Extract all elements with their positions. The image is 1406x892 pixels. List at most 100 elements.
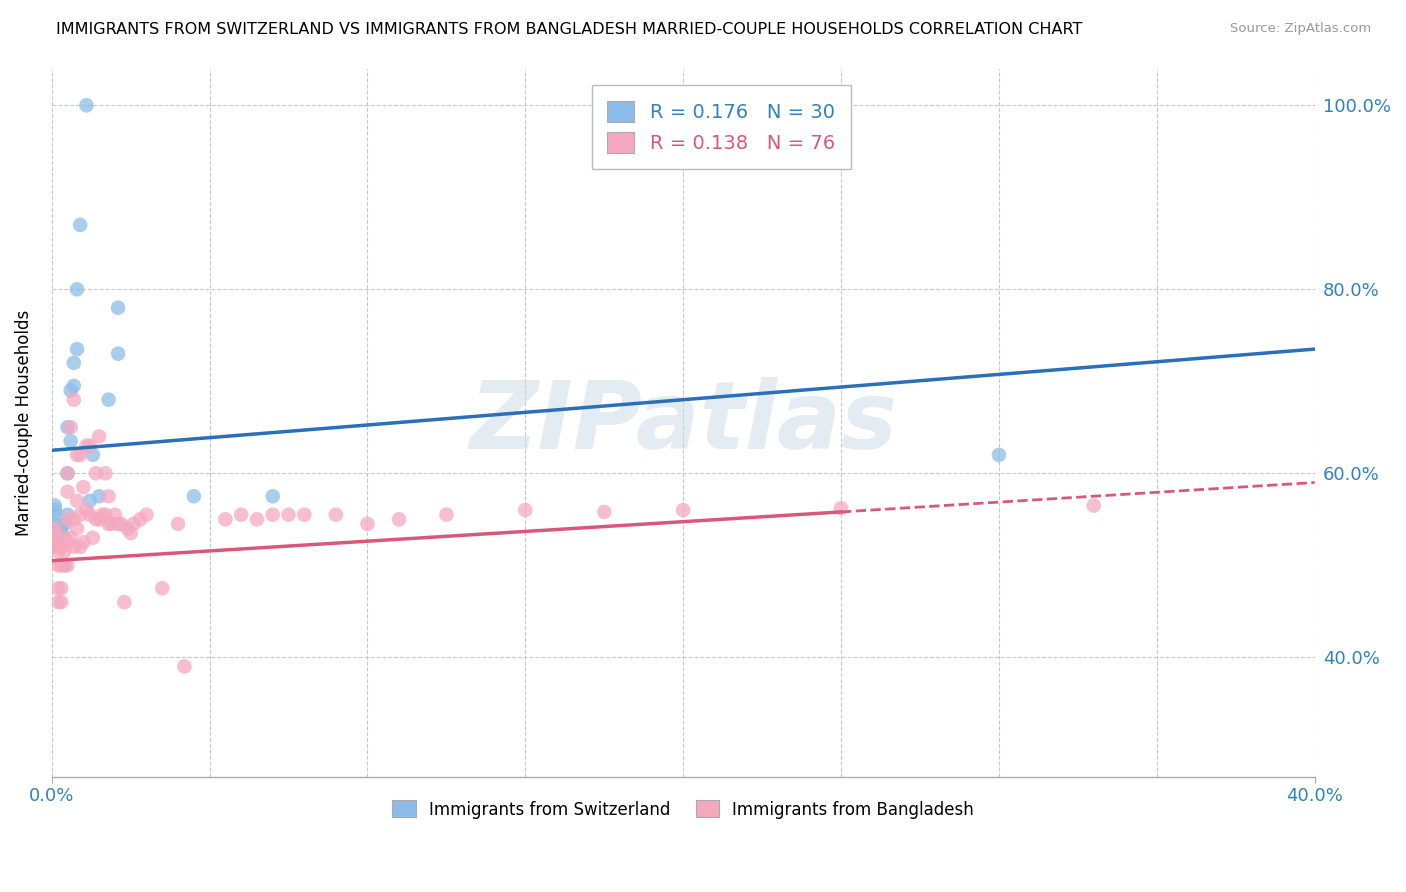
Point — [44, 540, 66, 554]
Point — [593, 505, 616, 519]
Point — [246, 512, 269, 526]
Point — [292, 508, 315, 522]
Point — [388, 512, 411, 526]
Point — [277, 508, 299, 522]
Point — [97, 489, 120, 503]
Point — [104, 508, 127, 522]
Point — [72, 535, 94, 549]
Point — [231, 508, 253, 522]
Point — [56, 508, 79, 522]
Point — [56, 535, 79, 549]
Point — [82, 531, 104, 545]
Point — [53, 558, 76, 573]
Point — [56, 484, 79, 499]
Point — [107, 347, 129, 361]
Point — [262, 508, 284, 522]
Point — [44, 526, 66, 541]
Point — [56, 512, 79, 526]
Point — [53, 531, 76, 545]
Point — [51, 595, 73, 609]
Point — [44, 535, 66, 549]
Point — [46, 582, 69, 596]
Point — [135, 508, 157, 522]
Point — [56, 558, 79, 573]
Point — [66, 342, 89, 356]
Point — [830, 501, 852, 516]
Point — [82, 448, 104, 462]
Point — [44, 521, 66, 535]
Point — [69, 508, 91, 522]
Point — [91, 508, 114, 522]
Point — [112, 595, 135, 609]
Point — [44, 516, 66, 531]
Point — [51, 526, 73, 541]
Point — [515, 503, 537, 517]
Point — [672, 503, 695, 517]
Point — [87, 489, 110, 503]
Point — [44, 508, 66, 522]
Point — [183, 489, 205, 503]
Point — [46, 558, 69, 573]
Point — [120, 526, 142, 541]
Point — [107, 301, 129, 315]
Text: IMMIGRANTS FROM SWITZERLAND VS IMMIGRANTS FROM BANGLADESH MARRIED-COUPLE HOUSEHO: IMMIGRANTS FROM SWITZERLAND VS IMMIGRANT… — [56, 22, 1083, 37]
Point — [46, 544, 69, 558]
Point — [129, 512, 152, 526]
Point — [76, 98, 98, 112]
Point — [53, 544, 76, 558]
Point — [53, 516, 76, 531]
Point — [46, 526, 69, 541]
Point — [76, 503, 98, 517]
Point — [51, 540, 73, 554]
Point — [66, 448, 89, 462]
Point — [66, 494, 89, 508]
Point — [66, 282, 89, 296]
Point — [79, 508, 101, 522]
Point — [56, 467, 79, 481]
Point — [56, 467, 79, 481]
Point — [94, 508, 117, 522]
Point — [84, 512, 107, 526]
Point — [53, 558, 76, 573]
Point — [63, 512, 86, 526]
Point — [262, 489, 284, 503]
Point — [325, 508, 347, 522]
Legend: Immigrants from Switzerland, Immigrants from Bangladesh: Immigrants from Switzerland, Immigrants … — [385, 794, 980, 825]
Point — [63, 540, 86, 554]
Point — [76, 439, 98, 453]
Point — [44, 503, 66, 517]
Point — [51, 582, 73, 596]
Point — [69, 540, 91, 554]
Point — [59, 420, 82, 434]
Point — [51, 558, 73, 573]
Point — [107, 516, 129, 531]
Point — [56, 420, 79, 434]
Point — [63, 379, 86, 393]
Point — [66, 521, 89, 535]
Point — [122, 516, 145, 531]
Y-axis label: Married-couple Households: Married-couple Households — [15, 310, 32, 536]
Point — [59, 384, 82, 398]
Point — [69, 218, 91, 232]
Point — [94, 467, 117, 481]
Point — [110, 516, 132, 531]
Point — [100, 516, 122, 531]
Point — [117, 521, 139, 535]
Point — [173, 659, 195, 673]
Point — [63, 356, 86, 370]
Point — [987, 448, 1010, 462]
Point — [44, 499, 66, 513]
Point — [84, 467, 107, 481]
Point — [214, 512, 236, 526]
Point — [46, 595, 69, 609]
Point — [79, 439, 101, 453]
Point — [59, 531, 82, 545]
Point — [63, 392, 86, 407]
Point — [167, 516, 190, 531]
Text: Source: ZipAtlas.com: Source: ZipAtlas.com — [1230, 22, 1371, 36]
Text: ZIPatlas: ZIPatlas — [470, 376, 897, 468]
Point — [356, 516, 378, 531]
Point — [1083, 499, 1105, 513]
Point — [51, 521, 73, 535]
Point — [87, 429, 110, 443]
